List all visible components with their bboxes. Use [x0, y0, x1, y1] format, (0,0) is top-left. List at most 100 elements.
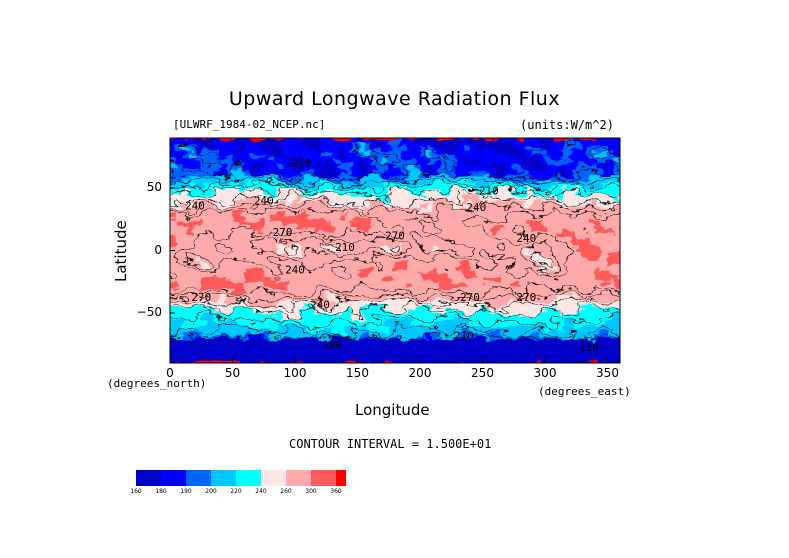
heatmap-cell — [601, 206, 609, 214]
heatmap-cell — [445, 163, 452, 170]
heatmap-cell — [532, 288, 540, 295]
heatmap-cell — [545, 281, 552, 289]
heatmap-cell — [595, 263, 602, 270]
heatmap-cell — [276, 288, 284, 295]
heatmap-cell — [538, 175, 546, 183]
heatmap-cell — [363, 331, 371, 339]
heatmap-cell — [557, 213, 565, 220]
heatmap-cell — [158, 144, 165, 151]
heatmap-cell — [495, 288, 502, 295]
heatmap-cell — [507, 331, 515, 339]
heatmap-cell — [463, 281, 471, 289]
contour-label: 210 — [291, 157, 311, 170]
heatmap-cell — [595, 313, 602, 320]
heatmap-cell — [232, 325, 240, 333]
heatmap-cell — [607, 144, 615, 152]
heatmap-cell — [526, 194, 534, 202]
heatmap-cell — [551, 175, 559, 183]
heatmap-cell — [383, 363, 390, 370]
heatmap-cell — [576, 356, 584, 363]
contour-line — [170, 185, 620, 321]
colorbar-swatch — [211, 470, 236, 486]
heatmap-cell — [370, 288, 377, 295]
heatmap-cell — [401, 344, 409, 352]
heatmap-cell — [363, 200, 371, 208]
heatmap-cell — [245, 338, 252, 345]
heatmap-cell — [432, 188, 440, 195]
heatmap-cell — [188, 213, 196, 220]
heatmap-cell — [282, 350, 290, 358]
heatmap-cell — [207, 294, 215, 302]
heatmap-cell — [257, 356, 265, 363]
heatmap-cell — [582, 313, 590, 320]
heatmap-cell — [507, 219, 515, 227]
heatmap-cell — [326, 281, 334, 289]
heatmap-cell — [413, 288, 421, 295]
heatmap-cell — [188, 175, 196, 183]
heatmap-cell — [345, 138, 352, 145]
heatmap-cell — [432, 150, 440, 158]
heatmap-cell — [220, 325, 227, 333]
heatmap-cell — [182, 331, 190, 339]
heatmap-cell — [270, 175, 277, 183]
heatmap-cell — [176, 338, 184, 345]
heatmap-cell — [463, 156, 471, 164]
heatmap-cell — [626, 294, 633, 301]
heatmap-cell — [451, 306, 459, 314]
heatmap-cell — [307, 281, 315, 289]
heatmap-cell — [338, 156, 346, 164]
heatmap-cell — [563, 150, 571, 158]
heatmap-cell — [158, 351, 165, 358]
heatmap-cell — [426, 256, 434, 264]
heatmap-cell — [401, 175, 409, 183]
heatmap-cell — [613, 169, 620, 177]
heatmap-cell — [188, 169, 196, 177]
heatmap-cell — [445, 175, 452, 183]
heatmap-cell — [213, 269, 221, 277]
heatmap-cell — [501, 250, 509, 258]
heatmap-cell — [595, 225, 602, 233]
heatmap-cell — [188, 194, 196, 202]
heatmap-cell — [420, 213, 427, 220]
heatmap-cell — [588, 244, 596, 252]
heatmap-cell — [445, 363, 452, 370]
heatmap-cell — [363, 250, 371, 258]
heatmap-cell — [545, 175, 552, 183]
heatmap-cell — [407, 275, 415, 283]
heatmap-cell — [613, 250, 620, 258]
heatmap-cell — [438, 238, 446, 245]
heatmap-cell — [332, 294, 340, 302]
heatmap-cell — [220, 269, 227, 277]
heatmap-cell — [582, 350, 590, 358]
heatmap-cell — [476, 338, 484, 345]
heatmap-cell — [363, 169, 371, 177]
heatmap-cell — [245, 213, 252, 220]
heatmap-cell — [313, 175, 321, 183]
heatmap-cell — [301, 338, 309, 345]
heatmap-cell — [501, 188, 509, 195]
heatmap-cell — [245, 275, 252, 283]
heatmap-cell — [457, 219, 465, 227]
heatmap-cell — [270, 338, 277, 345]
heatmap-cell — [526, 169, 534, 177]
heatmap-cell — [232, 250, 240, 258]
heatmap-cell — [313, 250, 321, 258]
heatmap-cell — [426, 169, 434, 177]
heatmap-cell — [270, 294, 277, 302]
heatmap-cell — [620, 251, 627, 258]
heatmap-cell — [207, 300, 215, 308]
heatmap-cell — [182, 206, 190, 214]
heatmap-cell — [507, 231, 515, 239]
heatmap-cell — [401, 150, 409, 158]
heatmap-cell — [626, 132, 633, 139]
heatmap-cell — [607, 288, 615, 295]
heatmap-cell — [363, 231, 371, 239]
heatmap-cell — [557, 194, 565, 202]
heatmap-cell — [551, 356, 559, 363]
heatmap-cell — [420, 313, 427, 320]
heatmap-cell — [307, 206, 315, 214]
heatmap-cell — [338, 288, 346, 295]
heatmap-cell — [170, 344, 177, 352]
heatmap-cell — [257, 181, 265, 189]
heatmap-cell — [407, 163, 415, 170]
